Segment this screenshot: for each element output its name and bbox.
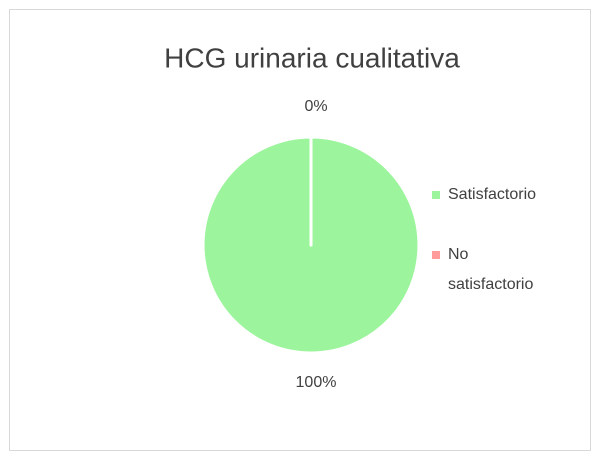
legend-item: Satisfactorio (432, 180, 544, 210)
legend-swatch (432, 191, 440, 199)
legend-item: No satisfactorio (432, 240, 544, 300)
data-label: 100% (296, 374, 337, 391)
chart-title: HCG urinaria cualitativa (164, 42, 460, 73)
data-label: 0% (304, 98, 327, 115)
legend-label: No satisfactorio (448, 246, 534, 293)
legend: Satisfactorio No satisfactorio (432, 180, 544, 330)
legend-label: Satisfactorio (448, 186, 537, 203)
legend-swatch (432, 251, 440, 259)
